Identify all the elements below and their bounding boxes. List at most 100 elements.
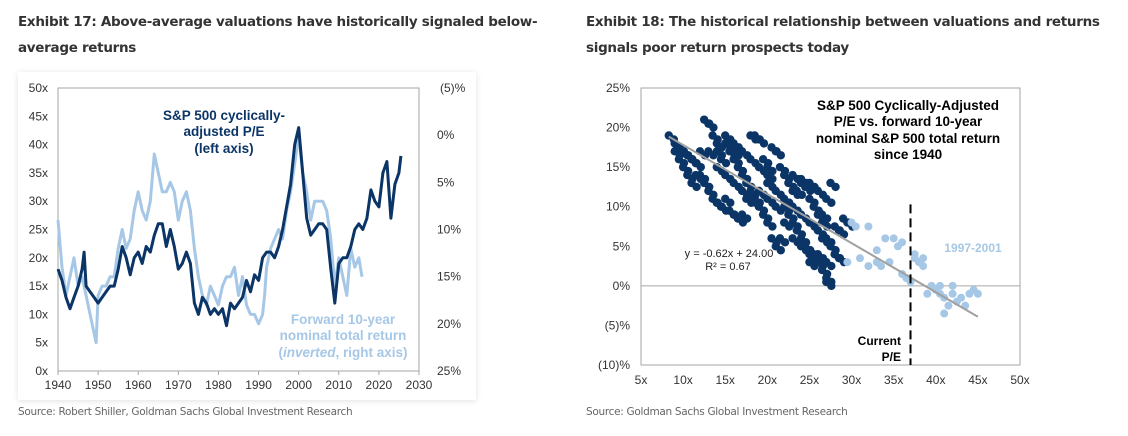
scatter-point-highlight — [940, 309, 949, 318]
scatter-point — [709, 151, 718, 160]
x-tick-label: 10x — [673, 373, 692, 387]
scatter-point-highlight — [851, 222, 860, 231]
scatter-point — [709, 190, 718, 200]
exhibit-17-title: Exhibit 17: Above-average valuations hav… — [18, 14, 538, 56]
x-tick-label: 5x — [635, 373, 648, 387]
scatter-point — [675, 151, 684, 160]
scatter-point — [810, 261, 819, 271]
scatter-point — [717, 143, 727, 152]
scatter-point-highlight — [948, 289, 957, 298]
scatter-point — [713, 198, 722, 207]
y-left-tick-label: 0x — [35, 364, 48, 378]
x-tick-label: 25x — [800, 373, 819, 387]
scatter-point — [801, 246, 811, 255]
scatter-point — [692, 182, 701, 192]
scatter-point — [730, 210, 739, 219]
x-tick-label: 30x — [842, 373, 861, 387]
inverted-italic: inverted — [283, 345, 336, 360]
scatter-point — [797, 230, 807, 239]
cape-label-line-2: adjusted P/E — [183, 124, 264, 139]
x-tick-label: 40x — [926, 373, 945, 387]
y-tick-label: (10)% — [598, 358, 630, 372]
return-label-line-2: nominal total return — [280, 328, 407, 343]
r-squared-label: R² = 0.67 — [705, 261, 751, 273]
scatter-point — [751, 198, 760, 207]
y-left-tick-label: 5x — [35, 336, 48, 350]
y-left-tick-label: 35x — [29, 166, 48, 180]
current-pe-label-line-2: P/E — [882, 350, 901, 364]
x-tick-label: 2030 — [406, 378, 433, 392]
scatter-point — [776, 246, 786, 255]
scatter-point — [776, 206, 786, 215]
box-title-line-2: P/E vs. forward 10-year — [834, 114, 983, 129]
y-left-tick-label: 15x — [29, 279, 48, 293]
scatter-point-highlight — [864, 262, 873, 271]
scatter-point-highlight — [864, 222, 873, 231]
y-tick-label: (5)% — [605, 318, 631, 332]
scatter-point — [822, 269, 832, 279]
right-axis-text: , right axis) — [336, 345, 408, 360]
series-forward-return-line — [56, 133, 364, 345]
paren-open: ( — [278, 345, 283, 360]
y-left-tick-label: 40x — [29, 138, 48, 152]
scatter-point-highlight — [957, 293, 966, 302]
scatter-point-highlight — [910, 254, 919, 263]
x-tick-label: 2010 — [325, 378, 352, 392]
return-label-line-3: (inverted, right axis) — [278, 345, 407, 360]
x-tick-label: 45x — [968, 373, 987, 387]
scatter-point — [827, 261, 836, 271]
scatter-point-highlight — [872, 246, 881, 255]
equation-label: y = -0.62x + 24.00 — [685, 248, 774, 260]
scatter-point — [822, 238, 832, 247]
scatter-point — [726, 135, 735, 144]
box-title-line-1: S&P 500 Cyclically-Adjusted — [817, 98, 999, 113]
scatter-point-highlight — [889, 234, 898, 243]
scatter-point-highlight — [881, 234, 890, 243]
y-left-tick-label: 20x — [29, 251, 48, 265]
scatter-point — [688, 174, 697, 184]
scatter-point — [768, 222, 777, 231]
scatter-point — [772, 238, 781, 247]
x-tick-label: 20x — [758, 373, 777, 387]
y-tick-label: 10% — [606, 200, 630, 214]
scatter-point-highlight — [877, 262, 886, 271]
y-tick-label: 0% — [613, 279, 631, 293]
y-right-tick-label: 25% — [437, 364, 461, 378]
scatter-point-highlight — [919, 262, 928, 271]
y-tick-label: 15% — [606, 160, 630, 174]
scatter-point — [721, 158, 731, 168]
x-tick-label: 2020 — [366, 378, 393, 392]
scatter-point-highlight — [843, 258, 852, 267]
scatter-point — [831, 182, 840, 192]
trend-line — [668, 135, 979, 318]
y-tick-label: 5% — [613, 239, 631, 253]
scatter-point — [768, 174, 777, 184]
scatter-point — [734, 151, 743, 160]
y-right-tick-label: 5% — [437, 175, 455, 189]
cape-label-line-3: (left axis) — [194, 141, 253, 156]
scatter-point — [780, 238, 790, 247]
return-label-line-1: Forward 10-year — [291, 312, 396, 327]
scatter-point-highlight — [919, 254, 928, 263]
y-left-tick-label: 50x — [29, 81, 48, 95]
x-tick-label: 1980 — [205, 378, 232, 392]
box-title-line-4: since 1940 — [874, 147, 942, 162]
scatter-point — [726, 198, 735, 207]
y-left-tick-label: 25x — [29, 223, 48, 237]
series-cape-line — [56, 126, 403, 328]
scatter-point — [776, 151, 786, 160]
scatter-point — [763, 214, 773, 223]
highlight-label: 1997-2001 — [944, 241, 1002, 255]
x-tick-label: 1960 — [125, 378, 152, 392]
y-tick-label: 20% — [606, 121, 630, 135]
scatter-point — [683, 166, 693, 176]
x-tick-label: 1970 — [165, 378, 192, 392]
scatter-point — [797, 190, 807, 200]
x-tick-label: 35x — [884, 373, 903, 387]
y-right-tick-label: 20% — [437, 317, 461, 331]
scatter-point — [696, 174, 705, 184]
scatter-point — [827, 198, 836, 207]
x-tick-label: 50x — [1010, 373, 1029, 387]
